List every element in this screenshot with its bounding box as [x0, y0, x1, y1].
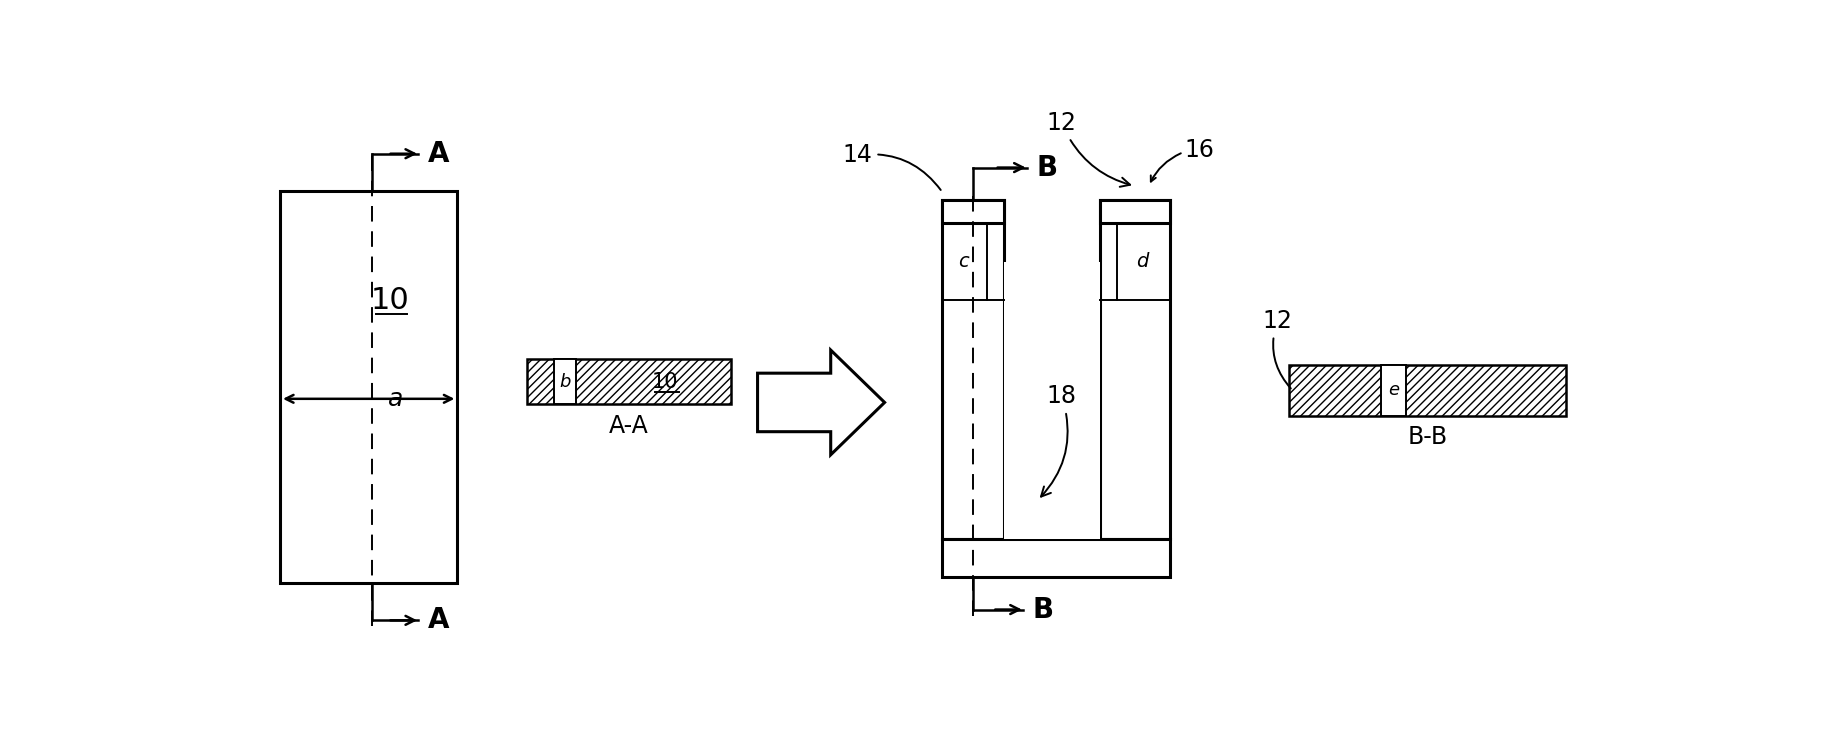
Text: 10: 10 — [651, 372, 679, 392]
Bar — [1004, 261, 1101, 539]
Text: B-B: B-B — [1407, 425, 1448, 449]
Text: 14: 14 — [842, 143, 941, 190]
Text: c: c — [958, 252, 969, 271]
Polygon shape — [758, 350, 884, 455]
Bar — [943, 200, 1004, 539]
Bar — [1101, 200, 1169, 539]
Bar — [281, 191, 457, 583]
Bar — [943, 539, 1169, 577]
Text: e: e — [1387, 381, 1398, 399]
Bar — [1101, 200, 1169, 223]
Text: 18: 18 — [1040, 384, 1077, 496]
Text: 16: 16 — [1185, 138, 1215, 162]
Text: B: B — [1037, 154, 1057, 182]
Bar — [943, 200, 1004, 223]
Text: 12: 12 — [1262, 309, 1292, 389]
Bar — [1288, 366, 1565, 416]
Text: A-A: A-A — [609, 413, 648, 438]
Text: B: B — [1033, 596, 1053, 623]
Text: a: a — [387, 387, 404, 411]
Bar — [554, 359, 576, 404]
Text: d: d — [1136, 252, 1149, 271]
Bar — [1382, 366, 1406, 416]
Text: 10: 10 — [371, 286, 409, 315]
Text: 12: 12 — [1046, 111, 1130, 187]
Text: A: A — [428, 139, 450, 168]
Text: A: A — [428, 606, 450, 634]
Text: b: b — [560, 372, 571, 390]
Bar — [527, 359, 730, 404]
